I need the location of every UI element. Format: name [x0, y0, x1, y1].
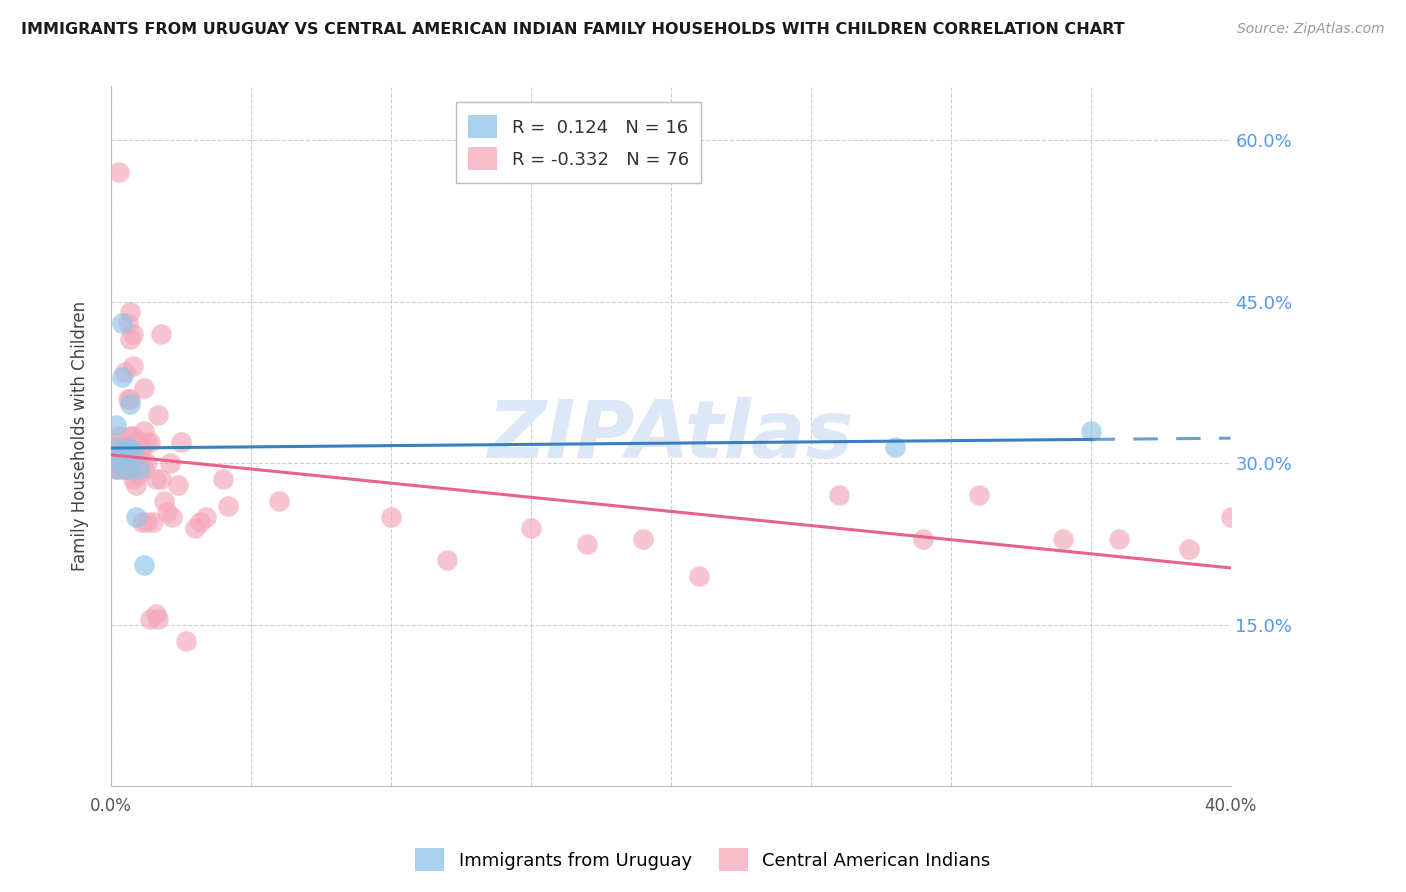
Point: [128, 434, 150, 449]
Point: [188, 516, 211, 530]
Point: [134, 424, 156, 438]
Point: [122, 359, 145, 374]
Point: [111, 316, 134, 330]
Point: [103, 440, 125, 454]
Point: [111, 461, 134, 475]
Point: [170, 434, 193, 449]
Point: [145, 472, 167, 486]
Point: [114, 445, 136, 459]
Point: [120, 461, 142, 475]
Point: [134, 381, 156, 395]
Point: [125, 510, 148, 524]
Point: [117, 461, 139, 475]
Point: [108, 429, 131, 443]
Point: [156, 505, 179, 519]
Point: [108, 461, 131, 475]
Point: [122, 326, 145, 341]
Point: [108, 440, 131, 454]
Point: [128, 461, 150, 475]
Point: [114, 461, 136, 475]
Text: ZIPAtlas: ZIPAtlas: [488, 397, 853, 475]
Point: [125, 477, 148, 491]
Point: [136, 516, 159, 530]
Point: [105, 461, 128, 475]
Point: [120, 429, 142, 443]
Point: [167, 477, 190, 491]
Point: [139, 434, 162, 449]
Point: [117, 316, 139, 330]
Point: [436, 553, 458, 567]
Point: [105, 418, 128, 433]
Point: [184, 521, 207, 535]
Point: [108, 450, 131, 465]
Point: [176, 633, 198, 648]
Point: [142, 516, 165, 530]
Point: [131, 440, 153, 454]
Point: [1080, 424, 1102, 438]
Point: [114, 440, 136, 454]
Point: [134, 461, 156, 475]
Point: [120, 332, 142, 346]
Point: [148, 612, 170, 626]
Point: [145, 607, 167, 621]
Point: [117, 461, 139, 475]
Point: [125, 450, 148, 465]
Point: [139, 612, 162, 626]
Point: [108, 165, 131, 179]
Point: [136, 434, 159, 449]
Point: [967, 488, 990, 502]
Point: [105, 461, 128, 475]
Point: [125, 434, 148, 449]
Point: [136, 456, 159, 470]
Point: [117, 392, 139, 406]
Point: [194, 510, 217, 524]
Point: [519, 521, 541, 535]
Point: [631, 532, 654, 546]
Point: [1052, 532, 1074, 546]
Point: [153, 493, 176, 508]
Point: [128, 467, 150, 481]
Point: [380, 510, 402, 524]
Point: [105, 434, 128, 449]
Point: [117, 440, 139, 454]
Point: [122, 429, 145, 443]
Point: [1219, 510, 1241, 524]
Point: [159, 456, 181, 470]
Point: [575, 537, 598, 551]
Point: [148, 408, 170, 422]
Point: [1177, 542, 1199, 557]
Point: [128, 434, 150, 449]
Point: [883, 440, 905, 454]
Point: [122, 445, 145, 459]
Point: [211, 472, 233, 486]
Point: [150, 472, 173, 486]
Y-axis label: Family Households with Children: Family Households with Children: [72, 301, 89, 571]
Point: [120, 305, 142, 319]
Text: Source: ZipAtlas.com: Source: ZipAtlas.com: [1237, 22, 1385, 37]
Point: [111, 370, 134, 384]
Point: [162, 510, 184, 524]
Point: [114, 365, 136, 379]
Point: [150, 326, 173, 341]
Point: [1108, 532, 1130, 546]
Point: [131, 450, 153, 465]
Point: [827, 488, 849, 502]
Text: IMMIGRANTS FROM URUGUAY VS CENTRAL AMERICAN INDIAN FAMILY HOUSEHOLDS WITH CHILDR: IMMIGRANTS FROM URUGUAY VS CENTRAL AMERI…: [21, 22, 1125, 37]
Legend: Immigrants from Uruguay, Central American Indians: Immigrants from Uruguay, Central America…: [408, 841, 998, 879]
Legend: R =  0.124   N = 16, R = -0.332   N = 76: R = 0.124 N = 16, R = -0.332 N = 76: [456, 103, 702, 183]
Point: [122, 472, 145, 486]
Point: [134, 558, 156, 573]
Point: [911, 532, 934, 546]
Point: [120, 392, 142, 406]
Point: [111, 450, 134, 465]
Point: [120, 397, 142, 411]
Point: [105, 450, 128, 465]
Point: [688, 569, 710, 583]
Point: [103, 440, 125, 454]
Point: [217, 500, 239, 514]
Point: [267, 493, 290, 508]
Point: [103, 456, 125, 470]
Point: [131, 516, 153, 530]
